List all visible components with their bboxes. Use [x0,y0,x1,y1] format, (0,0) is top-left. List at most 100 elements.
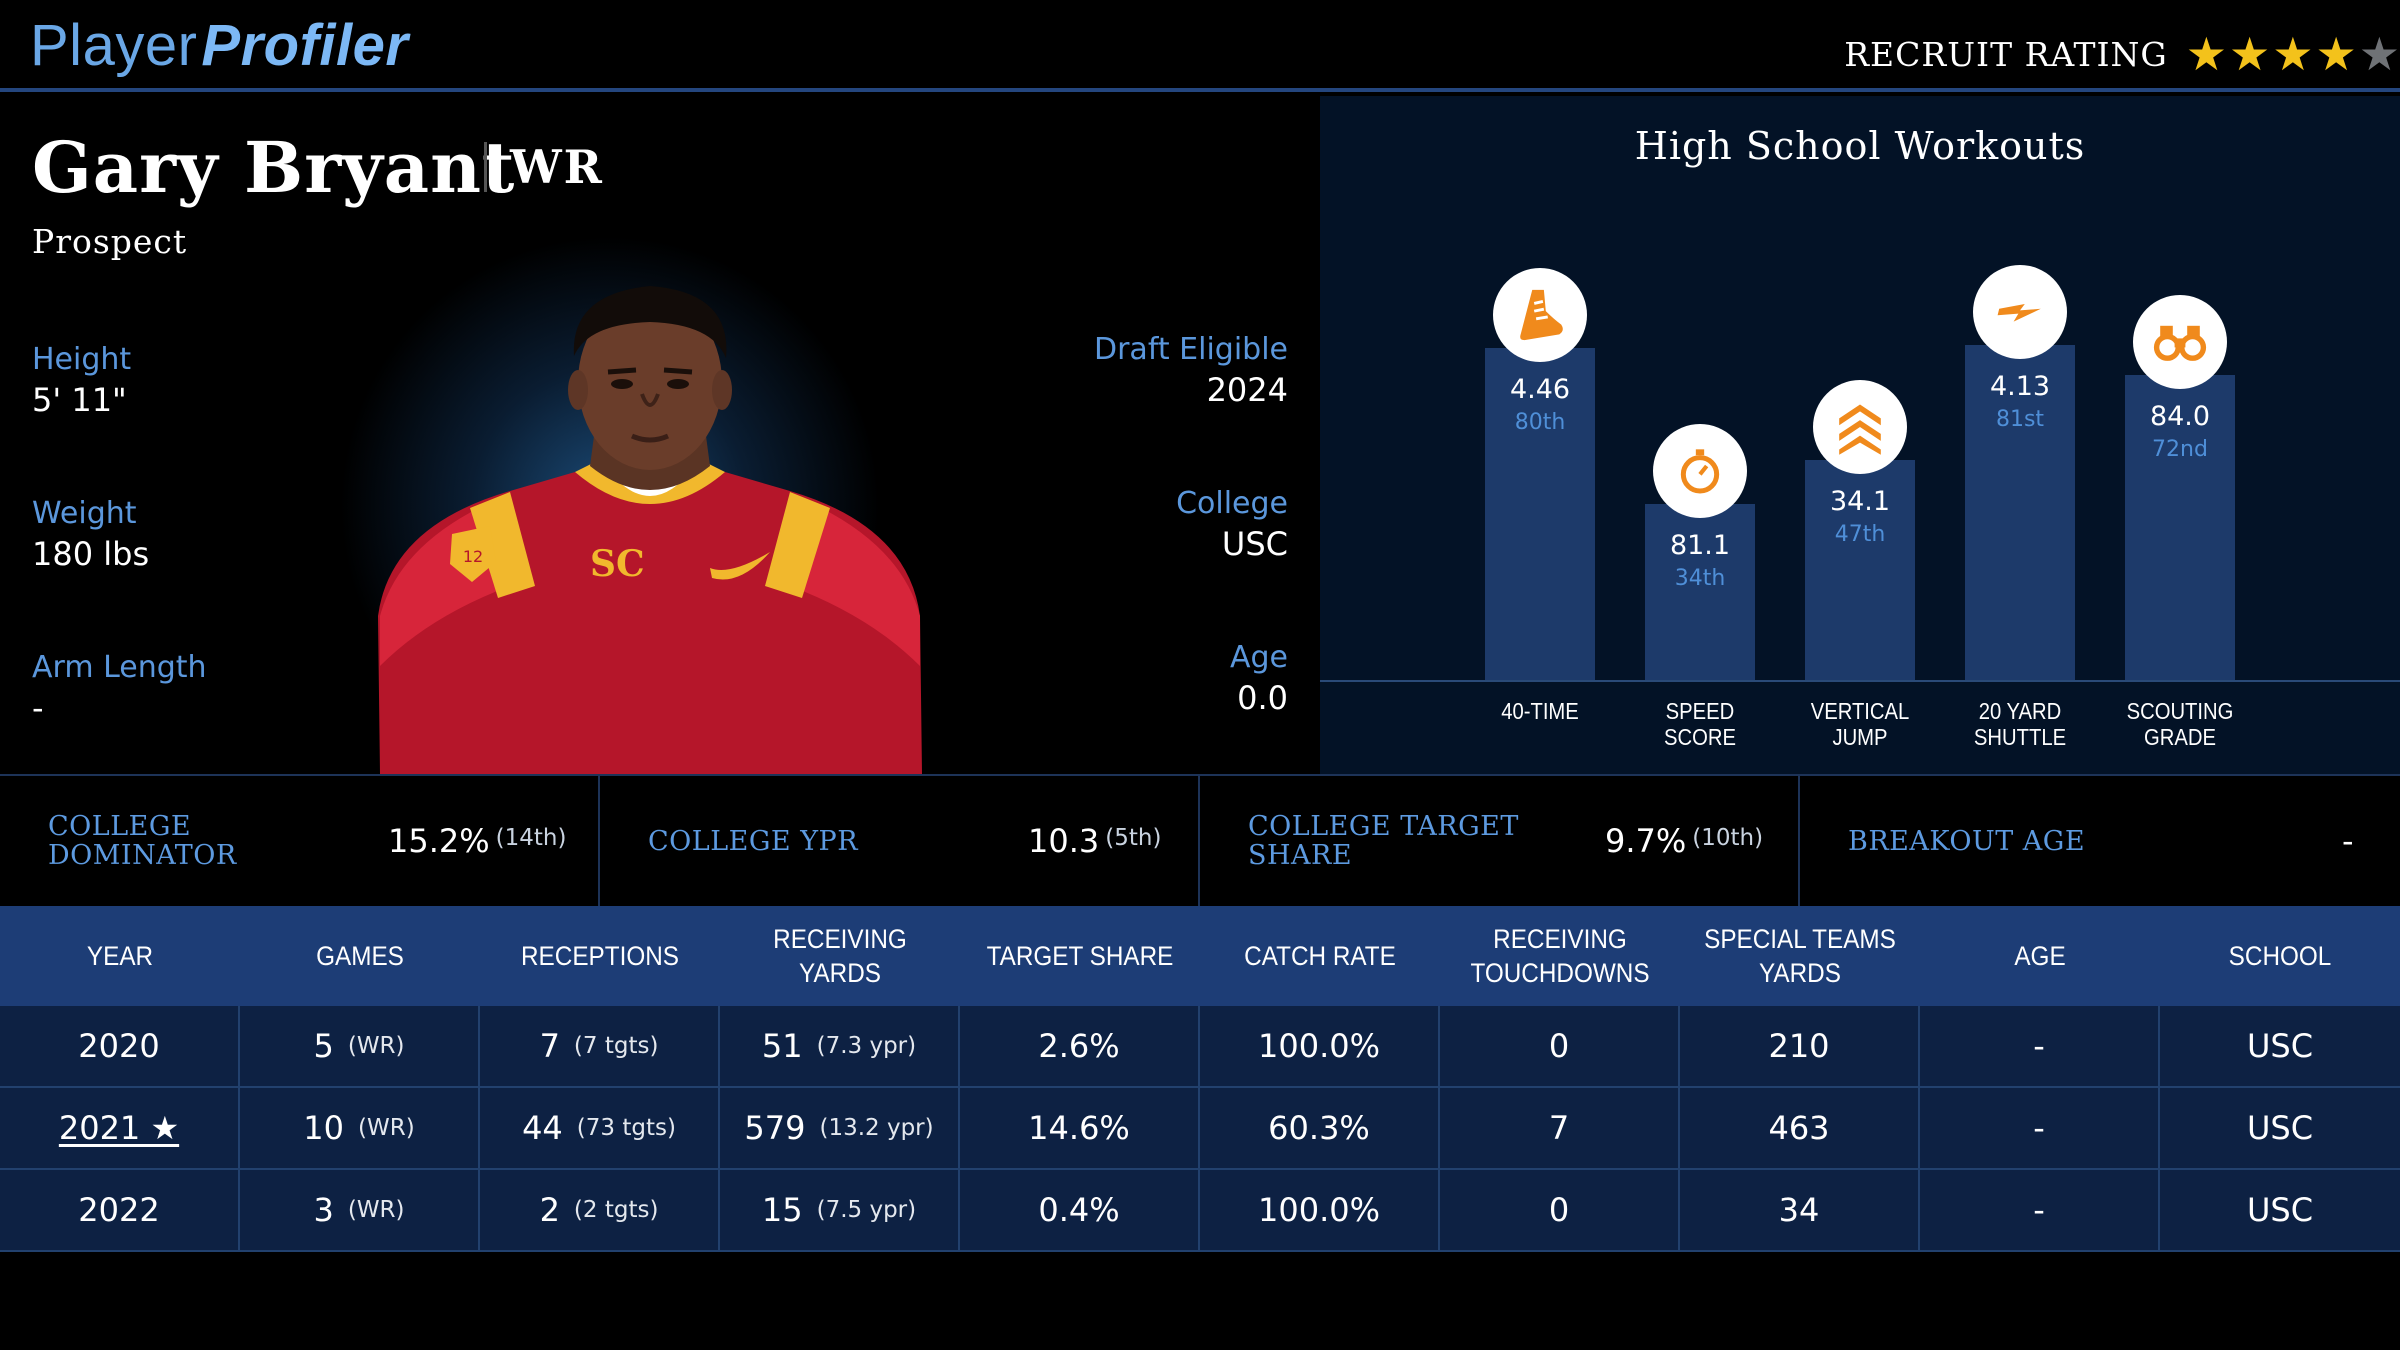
column-header[interactable]: GAMES [316,941,404,971]
workout-label: 20 YARD SHUTTLE [1973,698,2067,750]
column-header[interactable]: CATCH RATE [1244,941,1396,971]
cell-age: - [1920,1088,2160,1168]
workout-value: 4.46 [1509,374,1571,405]
star-filled-icon: ★ [2229,27,2271,81]
cell-target-share: 0.4% [960,1170,1200,1250]
cell-school: USC [2246,1109,2314,1147]
cell-games: 10 (WR) [240,1088,480,1168]
workouts-baseline [1320,680,2400,682]
arm-length-label: Arm Length [32,650,207,685]
cell-games: 3 (WR) [240,1170,480,1250]
workout-label: VERTICAL JUMP [1810,698,1910,750]
workout-label: SCOUTING GRADE [2126,698,2234,750]
cell-receptions: 2 (2 tgts) [480,1170,720,1250]
cell-target-share: 2.6% [960,1006,1200,1086]
svg-text:SC: SC [590,543,645,585]
cell-year: 2020 [0,1006,240,1086]
table-body: 2020 5 (WR) 7 (7 tgts) 51 (7.3 ypr) 2.6% 100.0% 0… [0,1006,2400,1252]
workout-bar [2125,375,2235,680]
column-header[interactable]: RECEIVING TOUCHDOWNS [1470,924,1650,988]
shoe-icon [1493,268,1587,362]
draft-eligible-label: Draft Eligible [1094,332,1288,367]
column-header[interactable]: SCHOOL [2228,941,2332,971]
cell-receiving-yards: 579 (13.2 ypr) [720,1088,960,1168]
metric-value: 15.2% (14th) [388,822,567,860]
metric-label: BREAKOUT AGE [1848,825,2086,857]
cell-year: 2022 [0,1170,240,1250]
metric-rank: (5th) [1105,825,1162,851]
column-header[interactable]: TARGET SHARE [986,941,1174,971]
chevrons-up-icon [1813,380,1907,475]
metric-college-dominator: COLLEGE DOMINATOR 15.2% (14th) [0,776,600,906]
cell-school: USC [2246,1191,2314,1229]
star-filled-icon: ★ [2315,27,2357,81]
metric-breakout-age: BREAKOUT AGE - [1800,776,2400,906]
column-header[interactable]: YEAR [86,941,154,971]
table-row: 2022 3 (WR) 2 (2 tgts) 15 (7.5 ypr) 0.4% 100.0% 0… [0,1170,2400,1252]
workout-bar [1645,504,1755,680]
cell-catch-rate: 60.3% [1200,1088,1440,1168]
workout-percentile: 34th [1674,566,1726,592]
player-name: Gary Bryant [32,126,516,209]
workout-percentile: 47th [1834,522,1886,548]
svg-text:12: 12 [463,547,483,566]
metric-college-target-share: COLLEGE TARGET SHARE 9.7% (10th) [1200,776,1800,906]
player-photo: 12 SC [378,286,922,774]
binoculars-icon [2133,295,2227,390]
arm-length-stat: Arm Length - [32,650,207,727]
cell-receiving-touchdowns: 7 [1440,1088,1680,1168]
star-filled-icon: ★ [2272,27,2314,81]
top-bar: PlayerProfiler RECRUIT RATING ★ ★ ★ ★ ★ [0,0,2400,92]
workout-percentile: 80th [1514,410,1566,435]
cell-receiving-touchdowns: 0 [1440,1170,1680,1250]
metric-rank: (10th) [1692,825,1764,851]
workout-value: 34.1 [1829,486,1891,518]
cell-special-teams-yards: 34 [1680,1170,1920,1250]
column-header[interactable]: RECEPTIONS [521,941,679,971]
column-header[interactable]: AGE [2014,941,2066,971]
cell-receiving-yards: 51 (7.3 ypr) [720,1006,960,1086]
weight-stat: Weight 180 lbs [32,496,149,573]
cell-catch-rate: 100.0% [1200,1170,1440,1250]
lightning-icon [1973,264,2067,359]
height-value: 5' 11" [32,381,127,419]
draft-eligible-stat: Draft Eligible 2024 [1094,332,1288,409]
weight-value: 180 lbs [32,535,150,573]
column-header[interactable]: RECEIVING YARDS [773,924,907,988]
playerprofiler-logo[interactable]: PlayerProfiler [30,12,408,79]
cell-receptions: 44 (73 tgts) [480,1088,720,1168]
age-value: 0.0 [1237,679,1288,717]
metric-rank: (14th) [495,825,567,851]
workout-bar [1965,344,2075,680]
workout-percentile: 81st [1995,406,2045,432]
college-metrics-strip: COLLEGE DOMINATOR 15.2% (14th) COLLEGE YP… [0,774,2400,906]
cell-receiving-yards: 15 (7.5 ypr) [720,1170,960,1250]
workout-value: 4.13 [1989,370,2051,402]
arm-length-value: - [32,689,44,727]
cell-year[interactable]: 2021 ★ [0,1088,240,1168]
metric-value: 9.7% (10th) [1605,822,1764,860]
age-stat: Age 0.0 [1230,640,1288,717]
star-empty-icon: ★ [2358,27,2400,81]
workouts-title: High School Workouts [1634,124,2086,168]
cell-target-share: 14.6% [960,1088,1200,1168]
table-row: 2021 ★ 10 (WR) 44 (73 tgts) 579 (13.2 ypr) 14.6… [0,1088,2400,1170]
year-link[interactable]: 2021 ★ [58,1109,180,1147]
height-label: Height [32,342,132,377]
logo-profiler-text: Profiler [201,13,409,78]
cell-age: - [1920,1170,2160,1250]
workout-value: 84.0 [2149,401,2211,433]
workout-bar [1485,348,1595,680]
workout-value: 81.1 [1669,530,1731,562]
college-stats-table: YEAR GAMES RECEPTIONS RECEIVING YARDS TARGET… [0,906,2400,1252]
column-header[interactable]: SPECIAL TEAMS YARDS [1704,924,1896,988]
metric-value: 10.3 (5th) [1028,822,1162,860]
table-row: 2020 5 (WR) 7 (7 tgts) 51 (7.3 ypr) 2.6% 100.0% 0… [0,1006,2400,1088]
metric-college-ypr: COLLEGE YPR 10.3 (5th) [600,776,1200,906]
height-stat: Height 5' 11" [32,342,131,419]
recruit-rating-label: RECRUIT RATING [1844,34,2168,74]
name-divider [484,142,487,192]
metric-value: - [2342,822,2354,860]
cell-catch-rate: 100.0% [1200,1006,1440,1086]
weight-label: Weight [32,496,137,531]
